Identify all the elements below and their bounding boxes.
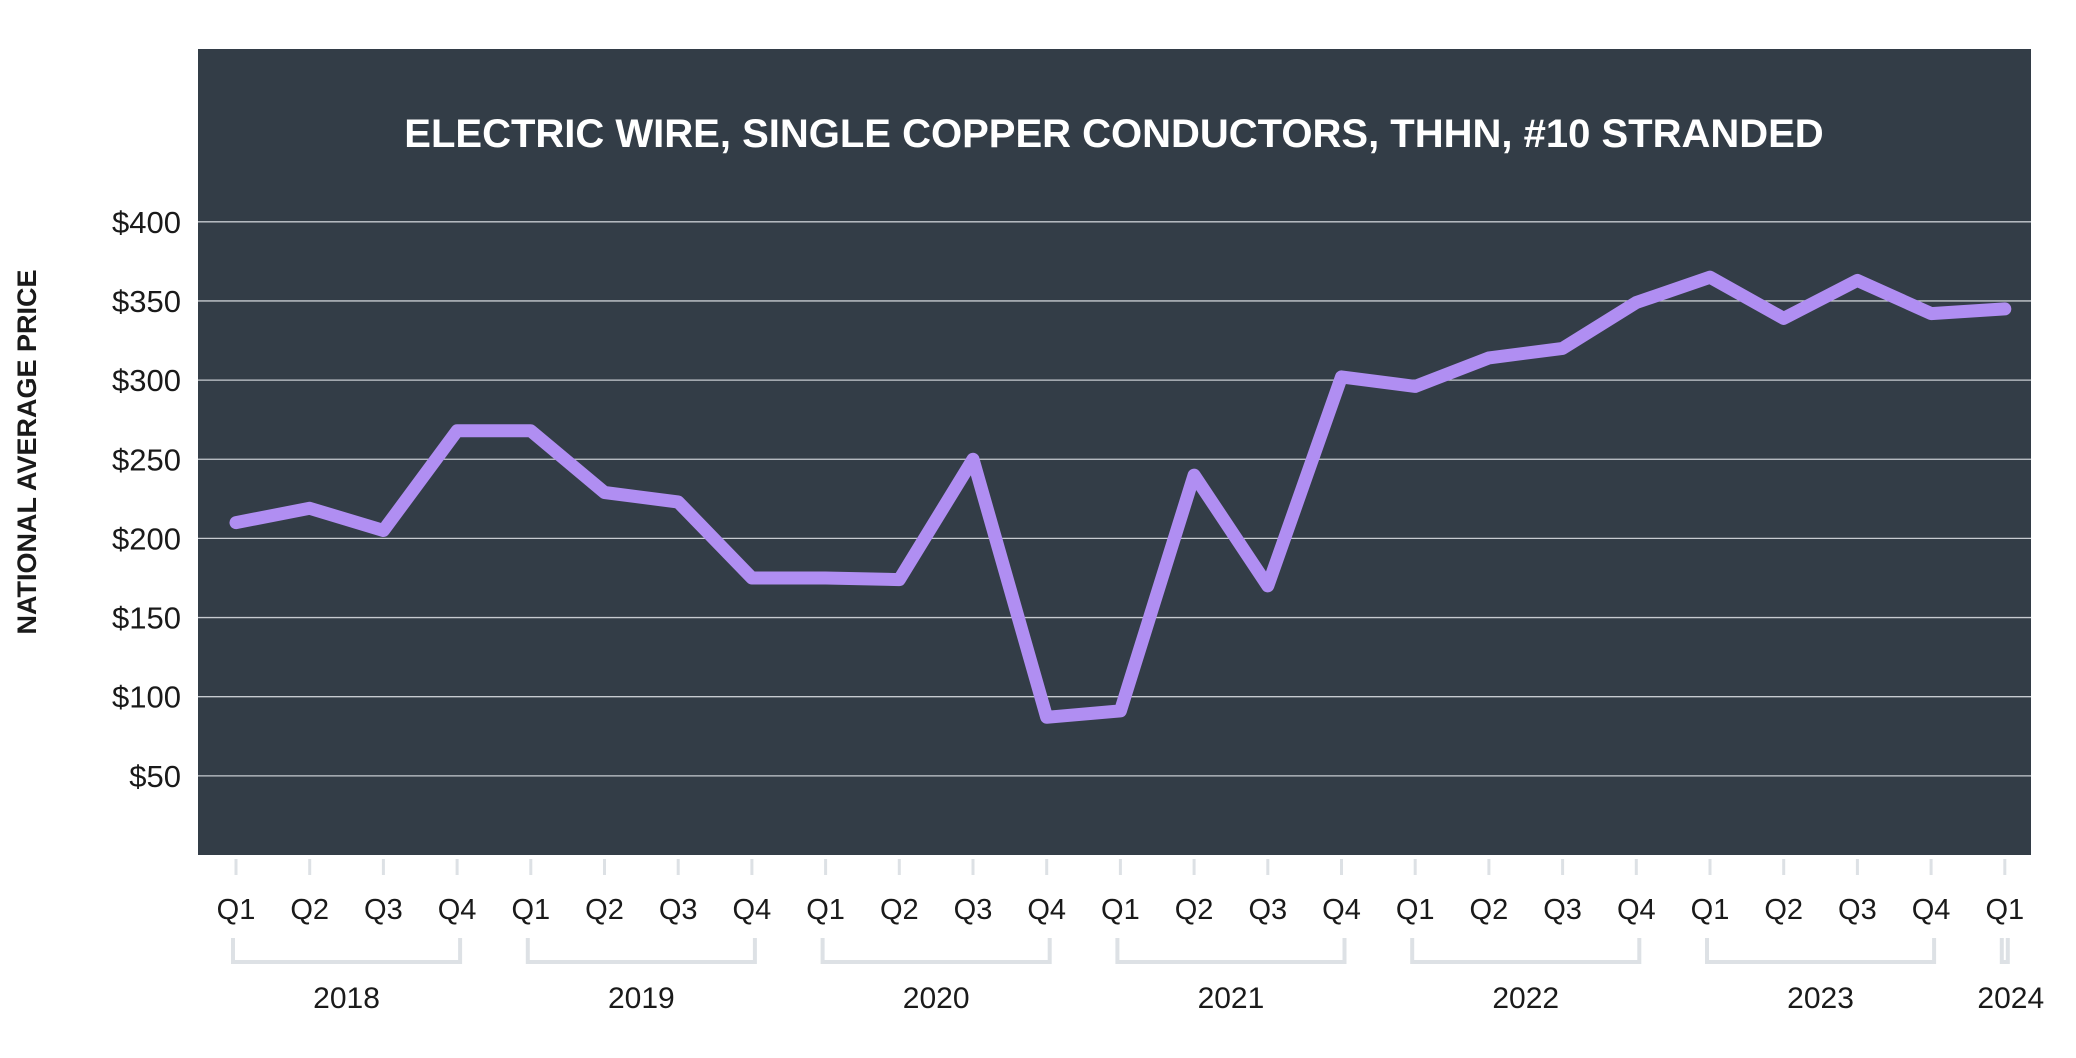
y-axis-label: NATIONAL AVERAGE PRICE [12, 269, 42, 634]
x-tick-label: Q1 [1985, 894, 2024, 926]
year-label: 2018 [313, 982, 380, 1015]
data-point [231, 517, 241, 528]
x-tick-label: Q4 [1617, 894, 1656, 926]
year-labels: 2018 2019 2020 2021 2022 2023 2024 [313, 982, 2044, 1015]
x-tick-label: Q2 [1470, 894, 1509, 926]
x-tick-labels: Q1 Q2 Q3 Q4 Q1 Q2 Q3 Q4 Q1 Q2 Q3 Q4 Q1 Q2 Q3 Q4 Q1 Q2 Q3 Q4… [217, 859, 2024, 926]
data-point [746, 572, 757, 583]
year-bracket [1705, 938, 1937, 964]
data-point [1999, 303, 2010, 314]
x-tick-label: Q1 [511, 894, 550, 926]
x-tick-label: Q1 [1101, 894, 1140, 926]
year-label: 2023 [1787, 982, 1854, 1015]
y-tick-label: $100 [112, 680, 181, 715]
year-label: 2022 [1492, 982, 1559, 1015]
data-point [1410, 381, 1421, 392]
data-point [599, 487, 610, 498]
x-tick-label: Q3 [659, 894, 698, 926]
year-bracket [820, 938, 1052, 964]
chart-title: ELECTRIC WIRE, SINGLE COPPER CONDUCTORS,… [404, 112, 1823, 156]
year-label: 2024 [1977, 982, 2044, 1015]
y-tick-label: $250 [112, 442, 181, 477]
x-tick-label: Q2 [585, 894, 624, 926]
year-bracket [525, 938, 757, 964]
year-label: 2020 [903, 982, 970, 1015]
data-point [1262, 580, 1273, 591]
year-bracket [1115, 938, 1347, 964]
data-point [1336, 371, 1347, 382]
x-tick-label: Q4 [1322, 894, 1361, 926]
x-tick-label: Q1 [806, 894, 845, 926]
data-point [378, 525, 389, 536]
data-point [1852, 275, 1863, 286]
data-point [304, 503, 315, 514]
data-point [525, 425, 536, 436]
data-point [673, 496, 684, 507]
data-point [1115, 705, 1126, 716]
data-point [894, 574, 905, 585]
x-tick-label: Q4 [1027, 894, 1066, 926]
year-bracket [231, 938, 463, 964]
x-tick-label: Q4 [733, 894, 772, 926]
data-point [1189, 470, 1200, 481]
y-tick-label: $200 [112, 521, 181, 556]
data-point [1778, 313, 1789, 324]
x-tick-label: Q3 [1543, 894, 1582, 926]
data-points [231, 272, 2010, 723]
data-point [1483, 352, 1494, 363]
x-tick-label: Q2 [1764, 894, 1803, 926]
year-bracket [1410, 938, 1642, 964]
data-point [968, 454, 978, 465]
year-bracket [1999, 938, 2010, 964]
year-label: 2019 [608, 982, 675, 1015]
y-tick-label: $300 [112, 363, 181, 398]
data-point [820, 572, 831, 583]
gridlines [198, 221, 2031, 777]
x-tick-label: Q2 [290, 894, 329, 926]
x-tick-label: Q4 [438, 894, 477, 926]
x-tick-label: Q3 [1248, 894, 1287, 926]
x-tick-label: Q1 [1396, 894, 1435, 926]
x-tick-label: Q3 [364, 894, 403, 926]
y-tick-label: $150 [112, 601, 181, 636]
y-tick-labels: $50 $100 $150 $200 $250 $300 $350 $400 [112, 205, 181, 794]
y-tick-label: $50 [129, 759, 181, 794]
x-tick-label: Q1 [217, 894, 256, 926]
data-point [1926, 308, 1937, 319]
x-tick-label: Q4 [1912, 894, 1951, 926]
plot-background [198, 49, 2031, 855]
x-tick-label: Q3 [1838, 894, 1877, 926]
data-point [1705, 272, 1715, 283]
y-tick-label: $400 [112, 205, 181, 240]
x-tick-label: Q3 [954, 894, 993, 926]
year-label: 2021 [1198, 982, 1265, 1015]
x-tick-label: Q2 [1175, 894, 1214, 926]
data-point [1557, 343, 1568, 354]
data-point [1041, 712, 1052, 723]
y-tick-label: $350 [112, 284, 181, 319]
data-point [1631, 297, 1642, 308]
x-tick-label: Q2 [880, 894, 919, 926]
x-tick-label: Q1 [1691, 894, 1730, 926]
year-brackets [231, 938, 2010, 964]
data-point [452, 425, 463, 436]
